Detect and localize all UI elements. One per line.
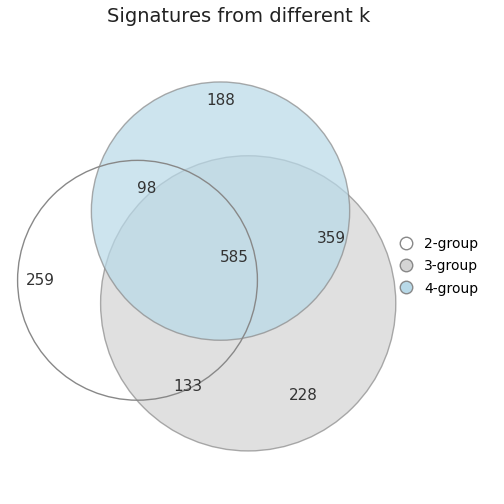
Text: 585: 585 — [220, 249, 249, 265]
Text: 98: 98 — [137, 180, 156, 196]
Text: 359: 359 — [317, 231, 346, 246]
Legend: 2-group, 3-group, 4-group: 2-group, 3-group, 4-group — [394, 231, 484, 301]
Text: 259: 259 — [26, 273, 55, 288]
Text: 228: 228 — [289, 388, 318, 403]
Text: 133: 133 — [174, 379, 203, 394]
Circle shape — [101, 156, 396, 451]
Circle shape — [91, 82, 350, 340]
Title: Signatures from different k: Signatures from different k — [107, 7, 370, 26]
Text: 188: 188 — [206, 93, 235, 108]
